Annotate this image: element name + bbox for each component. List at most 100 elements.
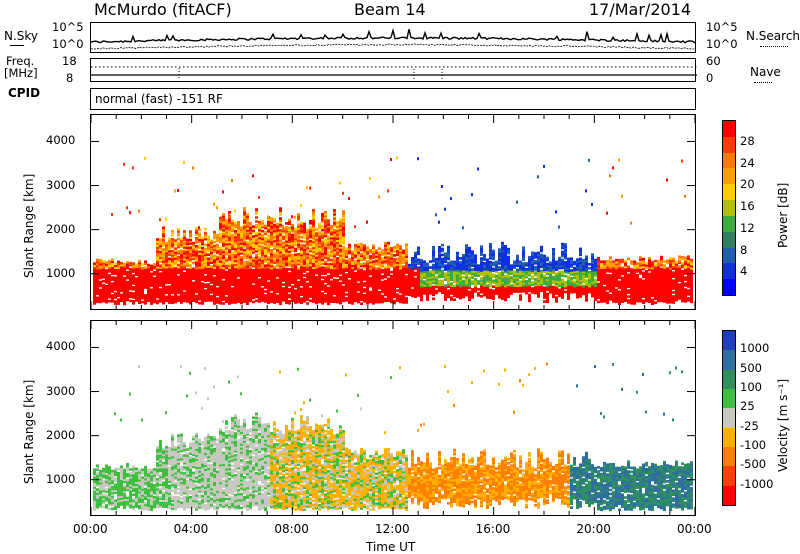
heatmap-cell xyxy=(339,285,342,289)
heatmap-cell xyxy=(318,231,321,234)
heatmap-cell xyxy=(168,237,171,241)
heatmap-cell xyxy=(339,230,342,233)
heatmap-cell xyxy=(168,257,171,261)
heatmap-cell xyxy=(435,257,438,261)
heatmap-cell xyxy=(93,276,96,279)
heatmap-cell xyxy=(159,252,162,256)
heatmap-cell xyxy=(270,237,273,240)
heatmap-cell xyxy=(315,240,318,243)
heatmap-cell xyxy=(246,262,249,266)
heatmap-cell xyxy=(201,272,204,276)
heatmap-cell xyxy=(159,268,162,271)
heatmap-cell xyxy=(618,296,621,300)
heatmap-cell xyxy=(273,243,276,247)
heatmap-cell xyxy=(252,280,255,284)
heatmap-cell xyxy=(270,258,273,262)
heatmap-cell xyxy=(357,265,360,268)
heatmap-cell xyxy=(615,290,618,294)
heatmap-cell xyxy=(213,288,216,291)
heatmap-cell xyxy=(300,226,303,229)
heatmap-cell xyxy=(303,232,306,236)
heatmap-cell xyxy=(225,244,228,248)
heatmap-cell xyxy=(96,274,99,278)
heatmap-cell xyxy=(264,270,267,273)
heatmap-cell xyxy=(246,264,249,268)
heatmap-cell xyxy=(489,245,492,248)
heatmap-cell xyxy=(351,264,354,267)
heatmap-cell xyxy=(261,291,264,294)
heatmap-cell xyxy=(192,261,195,265)
heatmap-cell xyxy=(282,263,285,266)
heatmap-cell xyxy=(210,299,213,302)
heatmap-cell xyxy=(291,299,294,302)
heatmap-cell xyxy=(201,268,204,272)
heatmap-cell xyxy=(216,235,219,239)
heatmap-cell xyxy=(192,241,195,245)
heatmap-cell xyxy=(267,277,270,281)
heatmap-cell xyxy=(594,264,597,268)
heatmap-cell xyxy=(270,254,273,258)
heatmap-cell xyxy=(219,218,222,222)
nave-legend-line xyxy=(754,82,772,83)
heatmap-cell xyxy=(411,288,414,292)
heatmap-cell xyxy=(537,281,540,284)
heatmap-cell xyxy=(402,289,405,292)
heatmap-cell xyxy=(189,274,192,277)
heatmap-cell xyxy=(429,276,432,279)
heatmap-cell xyxy=(276,288,279,292)
heatmap-cell xyxy=(177,297,180,300)
heatmap-cell xyxy=(219,222,222,226)
heatmap-cell xyxy=(231,179,233,183)
heatmap-cell xyxy=(396,295,399,298)
heatmap-cell xyxy=(378,261,381,264)
heatmap-cell xyxy=(144,266,147,269)
heatmap-cell xyxy=(594,266,597,270)
heatmap-cell xyxy=(270,250,273,254)
heatmap-cell xyxy=(273,225,276,229)
heatmap-cell xyxy=(93,266,96,269)
heatmap-cell xyxy=(153,265,156,268)
heatmap-cell xyxy=(267,273,270,277)
heatmap-cell xyxy=(297,288,300,292)
heatmap-cell xyxy=(201,290,204,293)
heatmap-cell xyxy=(627,273,630,277)
heatmap-cell xyxy=(156,248,159,251)
heatmap-cell xyxy=(492,267,495,271)
heatmap-cell xyxy=(357,263,360,266)
heatmap-cell xyxy=(312,210,315,214)
heatmap-cell xyxy=(231,259,234,263)
heatmap-cell xyxy=(435,281,438,285)
heatmap-cell xyxy=(309,220,312,223)
heatmap-cell xyxy=(555,274,558,277)
heatmap-cell xyxy=(654,289,657,293)
heatmap-cell xyxy=(561,278,564,282)
heatmap-cell xyxy=(516,260,519,264)
heatmap-cell xyxy=(231,279,234,282)
heatmap-cell xyxy=(264,254,267,258)
heatmap-cell xyxy=(390,259,393,262)
heatmap-cell xyxy=(360,244,363,248)
heatmap-cell xyxy=(300,243,303,247)
heatmap-cell xyxy=(123,284,126,288)
heatmap-cell xyxy=(219,276,222,279)
heatmap-cell xyxy=(261,235,264,239)
heatmap-cell xyxy=(531,259,534,262)
heatmap-cell xyxy=(294,255,297,259)
heatmap-cell xyxy=(525,274,528,277)
heatmap-cell xyxy=(102,272,105,275)
heatmap-cell xyxy=(321,242,324,246)
heatmap-cell xyxy=(315,291,318,295)
heatmap-cell xyxy=(489,294,492,298)
heatmap-cell xyxy=(261,241,264,245)
heatmap-cell xyxy=(252,294,255,298)
heatmap-cell xyxy=(480,285,483,288)
heatmap-cell xyxy=(549,263,552,266)
heatmap-cell xyxy=(483,285,486,289)
heatmap-cell xyxy=(321,218,323,222)
heatmap-cell xyxy=(135,295,138,298)
heatmap-cell xyxy=(615,260,618,264)
heatmap-cell xyxy=(297,290,300,294)
heatmap-cell xyxy=(453,288,456,292)
heatmap-cell xyxy=(210,267,213,270)
heatmap-cell xyxy=(270,278,273,282)
